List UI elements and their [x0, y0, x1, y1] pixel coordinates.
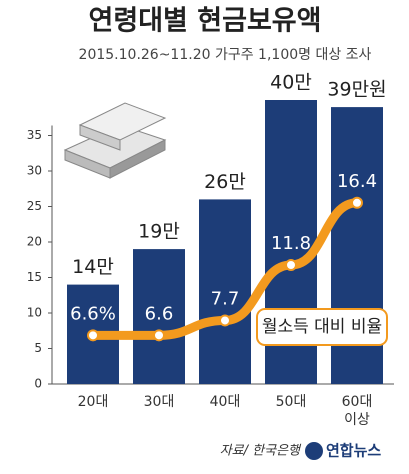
bar-value-label: 40만 — [270, 72, 312, 94]
x-tick-label: 50대 — [276, 394, 307, 410]
money-icon — [63, 102, 167, 179]
y-tick-label: 5 — [34, 341, 42, 355]
y-tick-label: 35 — [27, 128, 42, 142]
y-tick-label: 10 — [27, 306, 42, 320]
line — [88, 198, 362, 340]
line-value-label: 6.6% — [70, 303, 116, 324]
y-tick-label: 20 — [27, 235, 42, 249]
bar-value-label: 14만 — [72, 256, 114, 278]
y-tick-label: 30 — [27, 164, 42, 178]
bar-value-label: 26만 — [204, 171, 246, 193]
line-marker — [87, 329, 99, 342]
series-label: 월소득 대비 비율 — [262, 317, 382, 337]
y-tick-label: 0 — [34, 377, 42, 391]
line-marker — [285, 258, 297, 271]
line-marker — [219, 314, 231, 327]
line-marker — [351, 196, 363, 209]
y-tick-label: 25 — [27, 199, 42, 213]
bar-value-label: 39만원 — [327, 79, 386, 101]
source: 자료/ 한국은행 — [220, 444, 302, 459]
bar — [133, 249, 185, 384]
y-tick-label: 15 — [27, 270, 42, 284]
logo-icon — [305, 442, 323, 460]
line-value-label: 6.6 — [145, 303, 174, 324]
line-marker — [153, 329, 165, 342]
x-tick-label: 60대 이상 — [342, 394, 373, 428]
x-tick-label: 40대 — [210, 394, 241, 410]
chart-subtitle: 2015.10.26~11.20 가구주 1,100명 대상 조사 — [79, 47, 372, 63]
line-value-label: 7.7 — [211, 288, 240, 309]
line-value-label: 16.4 — [337, 171, 377, 192]
series-label-box — [256, 308, 388, 346]
x-tick-label: 30대 — [144, 394, 175, 410]
chart-title: 연령대별 현금보유액 — [89, 6, 322, 37]
bar — [199, 199, 251, 384]
line-value-label: 11.8 — [271, 233, 311, 254]
logo: 연합뉴스 — [326, 442, 381, 460]
x-tick-label: 20대 — [78, 394, 109, 410]
bar-value-label: 19만 — [138, 221, 180, 243]
